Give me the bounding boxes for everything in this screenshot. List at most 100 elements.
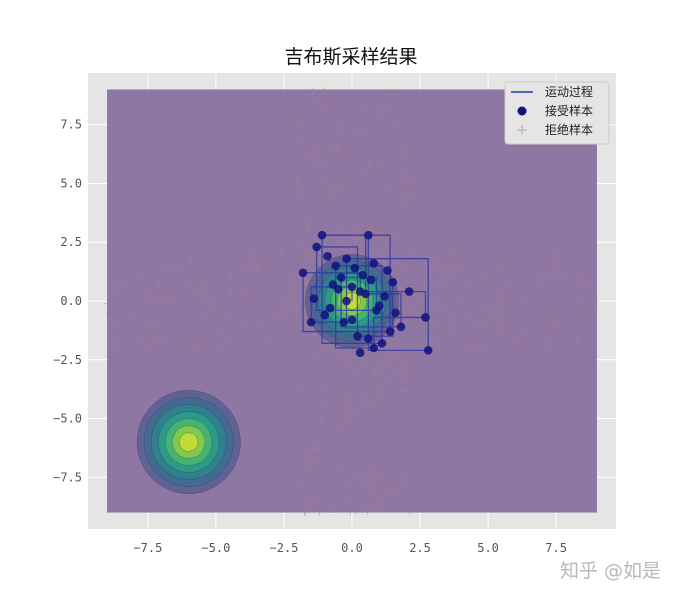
rejected-point [342,241,351,250]
rejected-point [397,153,406,162]
rejected-point [140,344,149,353]
rejected-point [575,283,584,292]
rejected-point [562,269,571,278]
rejected-point [458,342,467,351]
rejected-point [310,476,319,485]
accepted-point [312,242,321,252]
rejected-point [307,453,316,462]
rejected-point [397,165,406,174]
rejected-point [169,256,178,265]
rejected-point [404,193,413,202]
rejected-point [404,102,413,111]
rejected-point [137,334,146,343]
rejected-point [115,280,124,289]
rejected-point [432,298,441,307]
rejected-point [556,303,565,312]
rejected-point [313,98,322,107]
rejected-point [217,328,226,337]
rejected-point [297,122,306,131]
rejected-point [280,299,289,308]
rejected-point [352,471,361,480]
rejected-point [454,299,463,308]
rejected-point [149,257,158,266]
rejected-point [387,248,396,257]
rejected-point [336,424,345,433]
rejected-point [399,387,408,396]
rejected-point [494,320,503,329]
rejected-point [406,369,415,378]
accepted-point [358,270,368,280]
rejected-point [363,449,372,458]
rejected-point [292,177,301,186]
y-tick-label: 5.0 [60,176,82,190]
rejected-point [379,359,388,368]
rejected-point [257,320,266,329]
rejected-point [123,306,132,315]
rejected-point [261,259,270,268]
accepted-point [391,308,400,318]
rejected-point [306,175,315,184]
rejected-point [323,387,332,396]
rejected-point [569,307,578,316]
rejected-point [483,304,492,313]
rejected-point [213,254,222,263]
watermark: 知乎 @如是 [560,560,661,582]
rejected-point [515,330,524,339]
rejected-point [308,498,317,507]
rejected-point [543,272,552,281]
rejected-point [108,341,117,350]
rejected-point [393,487,402,496]
rejected-point [383,216,392,225]
rejected-point [441,307,450,316]
rejected-point [371,491,380,500]
rejected-point [473,258,482,267]
rejected-point [296,383,305,392]
rejected-point [379,503,388,512]
rejected-point [573,335,582,344]
rejected-point [387,133,396,142]
rejected-point [297,285,306,294]
rejected-point [334,225,343,234]
rejected-point [390,340,399,349]
rejected-point [339,426,348,435]
rejected-point [361,473,370,482]
rejected-point [354,472,363,481]
rejected-point [326,191,335,200]
rejected-point [353,146,362,155]
accepted-point [325,303,335,313]
rejected-point [354,225,363,234]
accepted-point [342,254,351,263]
rejected-point [204,287,213,296]
rejected-point [470,342,479,351]
rejected-point [556,316,565,325]
rejected-point [311,445,320,454]
rejected-point [291,337,300,346]
rejected-point [301,493,310,502]
rejected-point [380,103,389,112]
rejected-point [210,259,219,268]
rejected-point [174,303,183,312]
rejected-point [177,339,186,348]
accepted-point [377,339,387,348]
rejected-point [109,337,118,346]
rejected-point [365,189,374,198]
rejected-point [324,439,333,448]
rejected-point [295,213,304,222]
rejected-point [309,331,318,340]
rejected-point [403,168,412,177]
rejected-point [270,308,279,317]
legend-label-accepted: 接受样本 [545,103,593,118]
rejected-point [320,343,329,352]
rejected-point [328,504,337,513]
rejected-point [392,119,401,128]
rejected-point [352,235,361,244]
rejected-point [402,364,411,373]
rejected-point [308,253,317,262]
rejected-point [373,192,382,201]
y-tick-labels: −7.5 −5.0 −2.5 0.0 2.5 5.0 7.5 [53,118,82,485]
x-tick-labels: −7.5 −5.0 −2.5 0.0 2.5 5.0 7.5 [133,541,567,555]
rejected-point [187,257,196,266]
rejected-point [366,489,375,498]
accepted-point [404,287,414,296]
